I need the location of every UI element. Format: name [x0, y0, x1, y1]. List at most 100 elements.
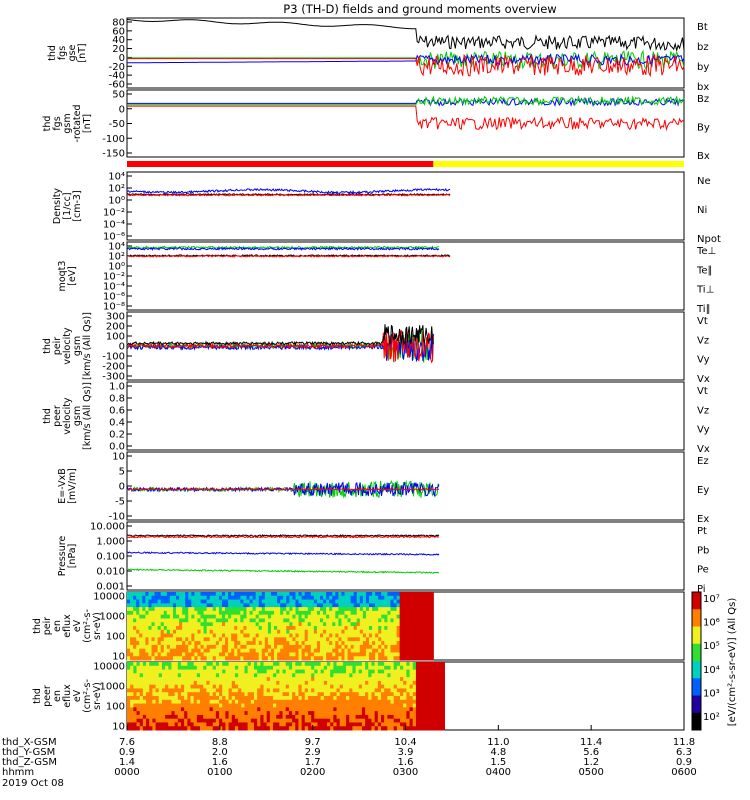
- xaxis-value: 2.9: [305, 747, 321, 758]
- spectrogram-cell: [234, 688, 239, 693]
- spectrogram-cell: [255, 610, 260, 616]
- spectrogram-cell: [191, 622, 195, 627]
- spectrogram-cell: [263, 707, 268, 712]
- spectrogram-cell: [179, 618, 183, 623]
- spectrogram-cell: [341, 618, 346, 623]
- spectrogram-cell: [279, 714, 284, 720]
- spectrogram-cell: [365, 718, 369, 723]
- spectrogram-cell: [353, 633, 358, 638]
- spectrogram-cell: [200, 607, 205, 612]
- spectrogram-cell: [274, 644, 278, 650]
- spectrogram-cell: [194, 641, 198, 646]
- spectrogram-cell: [421, 648, 425, 653]
- spectrogram-cell: [203, 610, 208, 616]
- spectrogram-cell: [177, 680, 182, 686]
- spectrogram-cell: [212, 726, 217, 731]
- spectrogram-cell: [225, 703, 230, 708]
- spectrogram-cell: [418, 637, 422, 642]
- spectrogram-cell: [390, 644, 395, 650]
- spectrogram-cell: [136, 626, 140, 631]
- spectrogram-cell: [408, 614, 413, 619]
- spectrogram-cell: [295, 703, 299, 708]
- spectrogram-cell: [161, 714, 166, 720]
- spectrogram-cell: [301, 688, 306, 693]
- spectrogram-cell: [146, 680, 150, 686]
- spectrogram-cell: [258, 637, 263, 642]
- spectrogram-cell: [346, 677, 350, 682]
- spectrogram-cell: [160, 595, 165, 601]
- spectrogram-cell: [225, 633, 229, 638]
- spectrogram-cell: [133, 692, 138, 697]
- spectrogram-cell: [371, 665, 376, 671]
- spectrogram-cell: [344, 648, 349, 653]
- spectrogram-cell: [361, 662, 366, 667]
- spectrogram-cell: [316, 614, 321, 619]
- mode-bar-segment-1: [127, 161, 434, 167]
- spectrogram-cell: [441, 714, 445, 720]
- spectrogram-cell: [253, 684, 258, 689]
- spectrogram-cell: [215, 703, 220, 708]
- spectrogram-cell: [422, 692, 426, 697]
- spectrogram-cell: [307, 673, 312, 678]
- spectrogram-cell: [255, 626, 260, 631]
- spectrogram-cell: [257, 684, 261, 689]
- spectrogram-cell: [359, 603, 364, 608]
- spectrogram-cell: [206, 662, 211, 667]
- spectrogram-cell: [358, 714, 363, 720]
- spectrogram-cell: [352, 673, 357, 678]
- spectrogram-cell: [264, 629, 269, 635]
- spectrogram-cell: [234, 629, 238, 635]
- fgs_gsm-ytick-label: -100: [102, 134, 125, 145]
- peer_vel-ytick-label: 1.0: [109, 382, 125, 393]
- spectrogram-cell: [127, 622, 131, 627]
- spectrogram-cell: [346, 665, 350, 671]
- spectrogram-cell: [344, 614, 349, 619]
- spectrogram-cell: [193, 677, 198, 682]
- spectrogram-cell: [261, 599, 266, 604]
- spectrogram-cell: [142, 680, 147, 686]
- spectrogram-cell: [145, 633, 149, 638]
- spectrogram-cell: [264, 656, 269, 661]
- spectrogram-cell: [339, 677, 344, 682]
- spectrogram-cell: [182, 618, 186, 623]
- spectrogram-cell: [280, 648, 284, 653]
- spectrogram-cell: [146, 673, 150, 678]
- spectrogram-cell: [155, 688, 160, 693]
- spectrogram-cell: [405, 652, 410, 657]
- spectrogram-cell: [228, 662, 233, 667]
- spectrogram-cell: [384, 703, 388, 708]
- spectrogram-cell: [139, 711, 144, 716]
- fgs_gse-legend-by: by: [697, 62, 709, 73]
- spectrogram-cell: [422, 696, 426, 701]
- temp-ytick-label: 10⁻⁶: [103, 292, 125, 303]
- spectrogram-cell: [286, 599, 290, 604]
- spectrogram-cell: [203, 622, 208, 627]
- efield-ylabel: [mV/m]: [67, 468, 78, 504]
- spectrogram-cell: [431, 726, 436, 731]
- spectrogram-cell: [228, 688, 233, 693]
- spectrogram-cell: [263, 711, 268, 716]
- spectrogram-cell: [288, 718, 293, 723]
- spectrogram-cell: [264, 592, 269, 597]
- spectrogram-cell: [428, 726, 433, 731]
- spectrogram-cell: [253, 677, 258, 682]
- spectrogram-cell: [280, 656, 284, 661]
- spectrogram-cell: [365, 626, 370, 631]
- colorbar-swatch: [692, 643, 701, 662]
- density-ylabel: [1/cc]: [62, 192, 73, 219]
- spectrogram-cell: [326, 622, 330, 627]
- spectrogram-cell: [323, 644, 327, 650]
- spectrogram-cell: [326, 644, 330, 650]
- spectrogram-cell: [255, 644, 260, 650]
- spectrogram-cell: [267, 603, 272, 608]
- spectrogram-cell: [295, 641, 300, 646]
- spectrogram-cell: [148, 633, 153, 638]
- spectrogram-cell: [400, 662, 404, 667]
- spectrogram-cell: [188, 626, 192, 631]
- spectrogram-cell: [286, 626, 290, 631]
- spectrogram-cell: [279, 718, 284, 723]
- spectrogram-cell: [335, 652, 339, 657]
- spectrogram-cell: [390, 673, 395, 678]
- spectrogram-cell: [430, 641, 434, 646]
- spectrogram-cell: [333, 688, 338, 693]
